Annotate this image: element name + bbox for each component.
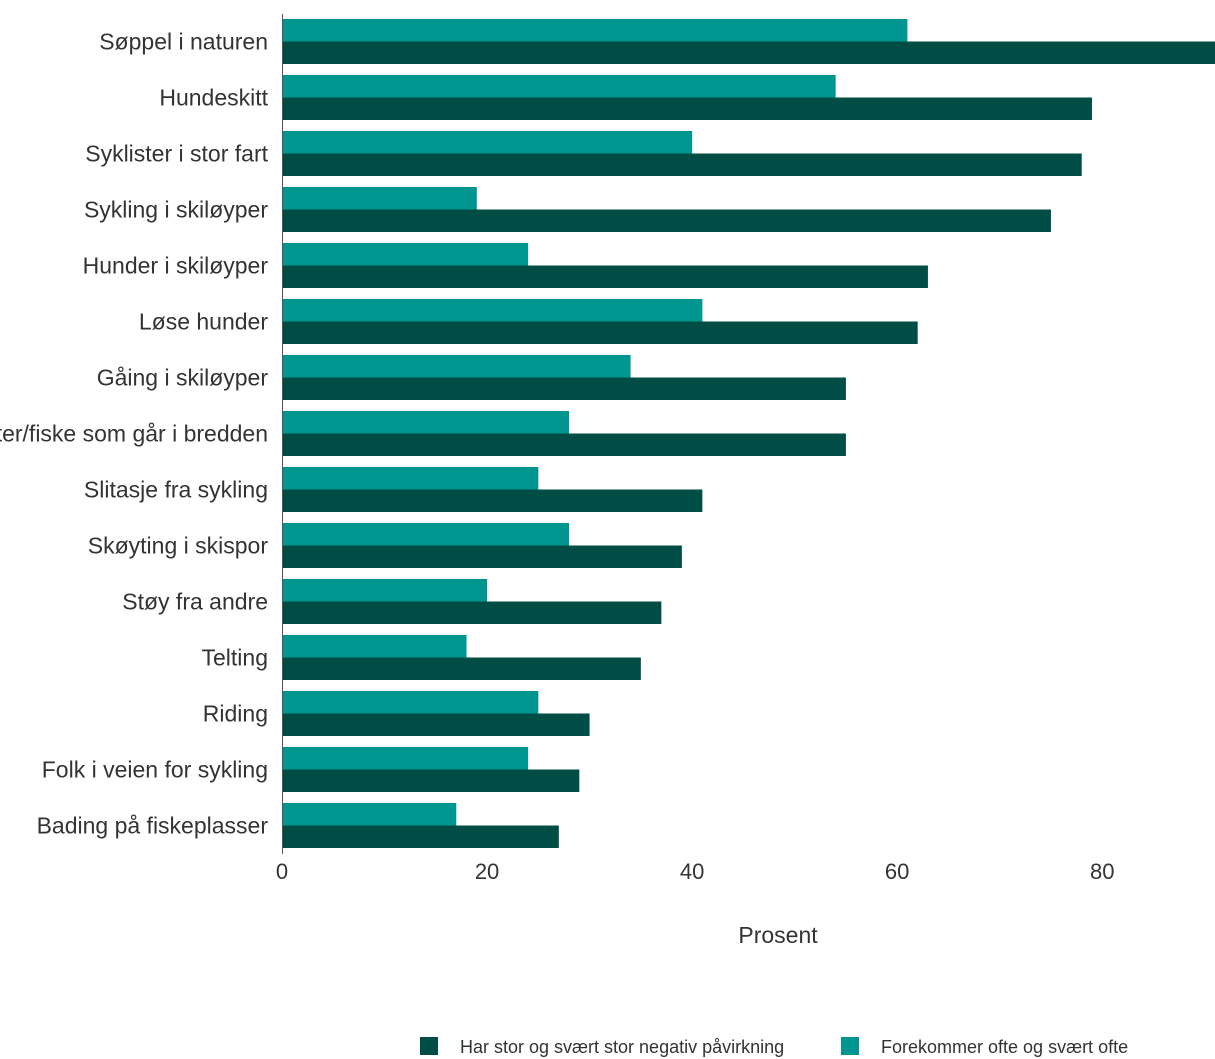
x-tick-label: 40 xyxy=(680,859,704,884)
bar-paavirkning-8 xyxy=(282,489,703,512)
bars-group xyxy=(282,19,1215,848)
category-label: Sykling i skiløyper xyxy=(84,197,268,223)
bar-forekommer-0 xyxy=(282,19,908,42)
x-tick-label: 80 xyxy=(1090,859,1114,884)
bar-forekommer-14 xyxy=(282,803,457,826)
category-label: Hunder i skiløyper xyxy=(83,253,269,279)
category-label: Gåing i skiløyper xyxy=(97,365,269,391)
bar-paavirkning-1 xyxy=(282,97,1092,120)
legend-label: Forekommer ofte og svært ofte xyxy=(881,1037,1128,1057)
bar-paavirkning-13 xyxy=(282,769,580,792)
bar-paavirkning-2 xyxy=(282,153,1082,176)
bar-paavirkning-10 xyxy=(282,601,662,624)
x-tick-label: 60 xyxy=(885,859,909,884)
category-label: Hundeskitt xyxy=(159,85,268,111)
x-axis-title: Prosent xyxy=(738,922,818,948)
legend-swatch xyxy=(841,1037,859,1055)
bar-paavirkning-9 xyxy=(282,545,682,568)
category-label: Løse hunder xyxy=(139,309,268,335)
bar-forekommer-9 xyxy=(282,523,570,546)
legend-label: Har stor og svært stor negativ påvirknin… xyxy=(460,1037,784,1057)
category-label: Syklister i stor fart xyxy=(85,141,268,167)
bar-paavirkning-4 xyxy=(282,265,928,288)
bar-forekommer-2 xyxy=(282,131,693,154)
category-label: Bading på fiskeplasser xyxy=(37,813,269,839)
category-label: Slitasje fra sykling xyxy=(84,477,268,503)
category-label: Folk/båter/fiske som går i bredden xyxy=(0,421,268,447)
x-tick-label: 20 xyxy=(475,859,499,884)
bar-paavirkning-0 xyxy=(282,41,1215,64)
category-label: Riding xyxy=(203,701,268,727)
bar-forekommer-3 xyxy=(282,187,477,210)
bar-forekommer-7 xyxy=(282,411,570,434)
legend: Har stor og svært stor negativ påvirknin… xyxy=(420,1037,1128,1057)
x-tick-label: 0 xyxy=(276,859,288,884)
bar-paavirkning-5 xyxy=(282,321,918,344)
bar-forekommer-8 xyxy=(282,467,539,490)
bar-paavirkning-7 xyxy=(282,433,846,456)
category-label: Skøyting i skispor xyxy=(88,533,269,559)
bar-forekommer-13 xyxy=(282,747,529,770)
bar-forekommer-11 xyxy=(282,635,467,658)
bar-paavirkning-6 xyxy=(282,377,846,400)
x-axis-ticks: 0 20 40 60 80 xyxy=(276,859,1115,884)
bar-paavirkning-11 xyxy=(282,657,641,680)
bar-forekommer-1 xyxy=(282,75,836,98)
bar-paavirkning-3 xyxy=(282,209,1051,232)
bar-paavirkning-12 xyxy=(282,713,590,736)
bar-forekommer-10 xyxy=(282,579,488,602)
category-label: Folk i veien for sykling xyxy=(42,757,268,783)
bar-forekommer-12 xyxy=(282,691,539,714)
bar-forekommer-6 xyxy=(282,355,631,378)
category-label: Telting xyxy=(202,645,268,671)
bar-forekommer-4 xyxy=(282,243,529,266)
bar-paavirkning-14 xyxy=(282,825,559,848)
category-label: Søppel i naturen xyxy=(99,29,268,55)
bar-forekommer-5 xyxy=(282,299,703,322)
category-label: Støy fra andre xyxy=(122,589,268,615)
legend-swatch xyxy=(420,1037,438,1055)
category-labels: Søppel i naturen Hundeskitt Syklister i st… xyxy=(0,29,269,839)
